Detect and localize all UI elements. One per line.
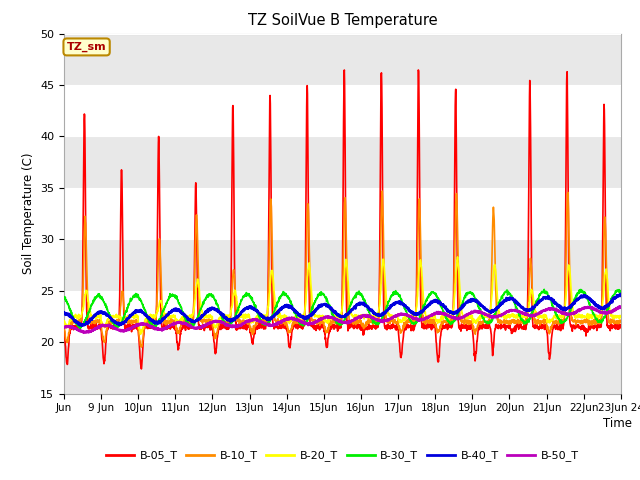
Legend: B-05_T, B-10_T, B-20_T, B-30_T, B-40_T, B-50_T: B-05_T, B-10_T, B-20_T, B-30_T, B-40_T, … <box>102 446 583 466</box>
Bar <box>64 34 621 85</box>
Title: TZ SoilVue B Temperature: TZ SoilVue B Temperature <box>248 13 437 28</box>
X-axis label: Time: Time <box>603 417 632 430</box>
Bar <box>64 240 621 291</box>
Bar <box>64 136 621 188</box>
Bar <box>64 342 621 394</box>
Text: TZ_sm: TZ_sm <box>67 42 106 52</box>
Y-axis label: Soil Temperature (C): Soil Temperature (C) <box>22 153 35 275</box>
